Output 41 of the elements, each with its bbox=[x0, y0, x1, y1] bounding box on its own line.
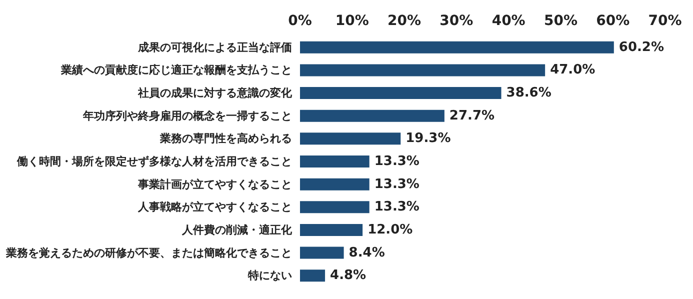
y-tick-label: 人事戦略が立てやすくなること bbox=[137, 200, 292, 214]
y-tick-label: 事業計画が立てやすくなること bbox=[137, 178, 292, 191]
bar bbox=[300, 156, 370, 168]
bar bbox=[300, 224, 363, 236]
data-label: 12.0% bbox=[368, 222, 413, 238]
data-label: 13.3% bbox=[374, 176, 420, 192]
x-tick-label: 50% bbox=[544, 13, 578, 29]
y-tick-label: 社員の成果に対する意識の変化 bbox=[137, 86, 293, 100]
y-tick-label: 成果の可視化による正当な評価 bbox=[137, 40, 292, 54]
data-label: 19.3% bbox=[406, 131, 451, 146]
x-tick-label: 60% bbox=[596, 13, 630, 29]
y-tick-label: 働く時間・場所を限定せず多様な人材を活用できること bbox=[16, 155, 292, 168]
x-tick-label: 10% bbox=[335, 13, 369, 29]
y-tick-label: 特にない bbox=[247, 269, 292, 282]
x-tick-label: 70% bbox=[648, 13, 682, 29]
data-label: 8.4% bbox=[348, 245, 385, 260]
bar bbox=[300, 64, 546, 76]
data-label: 4.8% bbox=[330, 268, 366, 284]
bar bbox=[300, 87, 502, 100]
x-tick-label: 20% bbox=[388, 13, 422, 29]
data-label: 60.2% bbox=[618, 40, 664, 55]
data-label: 13.3% bbox=[374, 154, 420, 169]
bar bbox=[300, 110, 444, 122]
bar bbox=[300, 178, 370, 190]
bar bbox=[300, 41, 614, 54]
y-tick-label: 人件費の削減・適正化 bbox=[181, 223, 293, 236]
data-label: 47.0% bbox=[550, 62, 596, 78]
y-tick-label: 業績への貢献度に応じ適正な報酬を支払うこと bbox=[60, 64, 292, 77]
y-tick-label: 業務の専門性を高められる bbox=[159, 132, 292, 146]
data-label: 13.3% bbox=[374, 200, 420, 215]
y-tick-label: 年功序列や終身雇用の概念を一掃すること bbox=[82, 109, 292, 122]
x-tick-label: 40% bbox=[492, 13, 526, 29]
x-tick-label: 30% bbox=[440, 13, 474, 29]
data-label: 38.6% bbox=[506, 86, 552, 101]
x-tick-label: 0% bbox=[288, 13, 312, 29]
bar bbox=[300, 201, 370, 214]
y-tick-label: 業務を覚えるための研修が不要、または簡略化できること bbox=[5, 246, 292, 260]
bar bbox=[300, 132, 401, 145]
data-label: 27.7% bbox=[449, 108, 495, 124]
bar bbox=[300, 246, 344, 259]
bar bbox=[300, 270, 326, 282]
